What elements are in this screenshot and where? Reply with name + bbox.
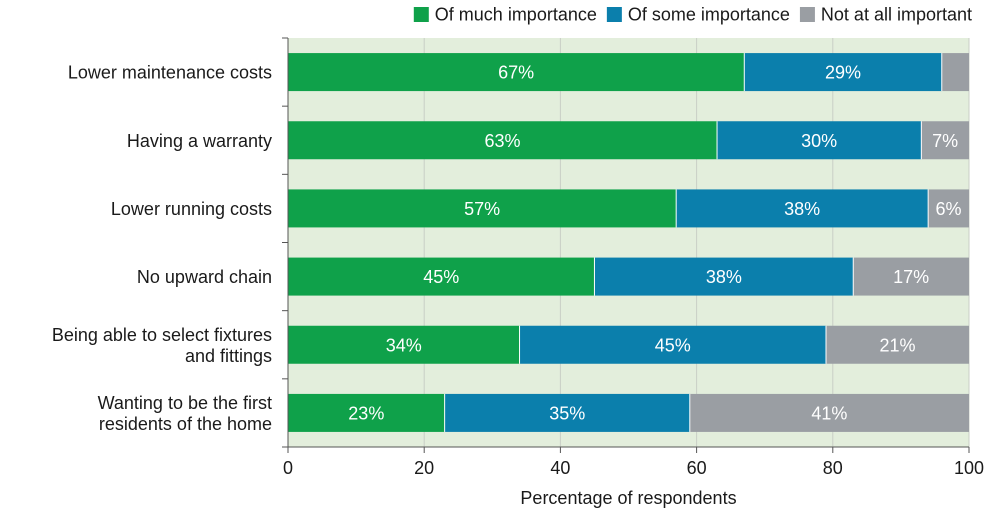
category-label-5: and fittings xyxy=(185,346,272,366)
plot-background xyxy=(288,38,969,447)
data-label-6-series-2: 35% xyxy=(549,403,585,423)
legend-swatch xyxy=(606,7,622,22)
category-label-6: Wanting to be the first xyxy=(98,393,272,413)
category-label-6: residents of the home xyxy=(99,414,272,434)
x-tick-labels: 0 20 40 60 80 100 xyxy=(283,458,984,478)
bar-2-series-1 xyxy=(288,121,718,160)
bar-5-series-2 xyxy=(519,325,826,364)
x-tick-label-60: 60 xyxy=(687,458,707,478)
bar-2-series-2 xyxy=(717,121,922,160)
data-label-5-series-3: 21% xyxy=(879,335,915,355)
bar-3-series-1 xyxy=(288,189,677,228)
bar-1-series-1 xyxy=(288,53,745,92)
data-label-6-series-3: 41% xyxy=(811,403,847,423)
legend-swatch xyxy=(413,7,429,22)
data-label-3-series-1: 57% xyxy=(464,199,500,219)
bar-6-series-3 xyxy=(689,393,969,432)
bar-6-series-2 xyxy=(444,393,690,432)
category-label-5: Being able to select fixtures xyxy=(52,325,272,345)
legend-item-2: Of some importance xyxy=(606,5,790,25)
data-label-5-series-2: 45% xyxy=(655,335,691,355)
category-label-2: Having a warranty xyxy=(127,131,272,151)
x-tick-label-40: 40 xyxy=(550,458,570,478)
data-label-2-series-1: 63% xyxy=(484,131,520,151)
legend-label: Of some importance xyxy=(628,5,790,25)
data-label-1-series-1: 67% xyxy=(498,63,534,83)
data-labels: 67% 29% 63% 30% 7% 57% 38% 6% 45% 38% 17% 34% 45% 21%… xyxy=(348,63,961,424)
legend: Of much importance Of some importance Not … xyxy=(413,5,972,25)
category-labels: Lower maintenance costs Having a warranty… xyxy=(52,63,272,434)
data-label-4-series-1: 45% xyxy=(423,267,459,287)
data-label-5-series-1: 34% xyxy=(386,335,422,355)
legend-label: Of much importance xyxy=(435,5,597,25)
bar-1-series-2 xyxy=(744,53,942,92)
legend-item-3: Not at all important xyxy=(799,5,972,25)
bar-3-series-2 xyxy=(676,189,929,228)
gridlines xyxy=(423,38,970,447)
bar-4-series-2 xyxy=(594,257,854,296)
category-label-4: No upward chain xyxy=(137,267,272,287)
data-label-6-series-1: 23% xyxy=(348,403,384,423)
bar-5-series-1 xyxy=(288,325,520,364)
data-label-2-series-2: 30% xyxy=(801,131,837,151)
legend-swatch xyxy=(799,7,815,22)
x-tick-label-0: 0 xyxy=(283,458,293,478)
bar-6-series-1 xyxy=(288,393,445,432)
category-label-1: Lower maintenance costs xyxy=(68,63,272,83)
x-tick-label-80: 80 xyxy=(823,458,843,478)
bar-4-series-1 xyxy=(288,257,595,296)
data-label-3-series-3: 6% xyxy=(936,199,962,219)
data-label-1-series-2: 29% xyxy=(825,63,861,83)
bar-3-series-3 xyxy=(928,189,969,228)
bar-1-series-3 xyxy=(941,53,969,92)
bar-4-series-3 xyxy=(853,257,969,296)
axes xyxy=(282,37,970,453)
category-label-3: Lower running costs xyxy=(111,199,272,219)
x-tick-label-20: 20 xyxy=(414,458,434,478)
bars xyxy=(288,53,969,432)
data-label-3-series-2: 38% xyxy=(784,199,820,219)
bar-5-series-3 xyxy=(825,325,969,364)
x-axis-title: Percentage of respondents xyxy=(520,488,736,508)
legend-item-1: Of much importance xyxy=(413,5,597,25)
legend-label: Not at all important xyxy=(821,5,972,25)
data-label-4-series-3: 17% xyxy=(893,267,929,287)
data-label-4-series-2: 38% xyxy=(706,267,742,287)
x-tick-label-100: 100 xyxy=(954,458,984,478)
bar-2-series-3 xyxy=(921,121,969,160)
data-label-2-series-3: 7% xyxy=(932,131,958,151)
